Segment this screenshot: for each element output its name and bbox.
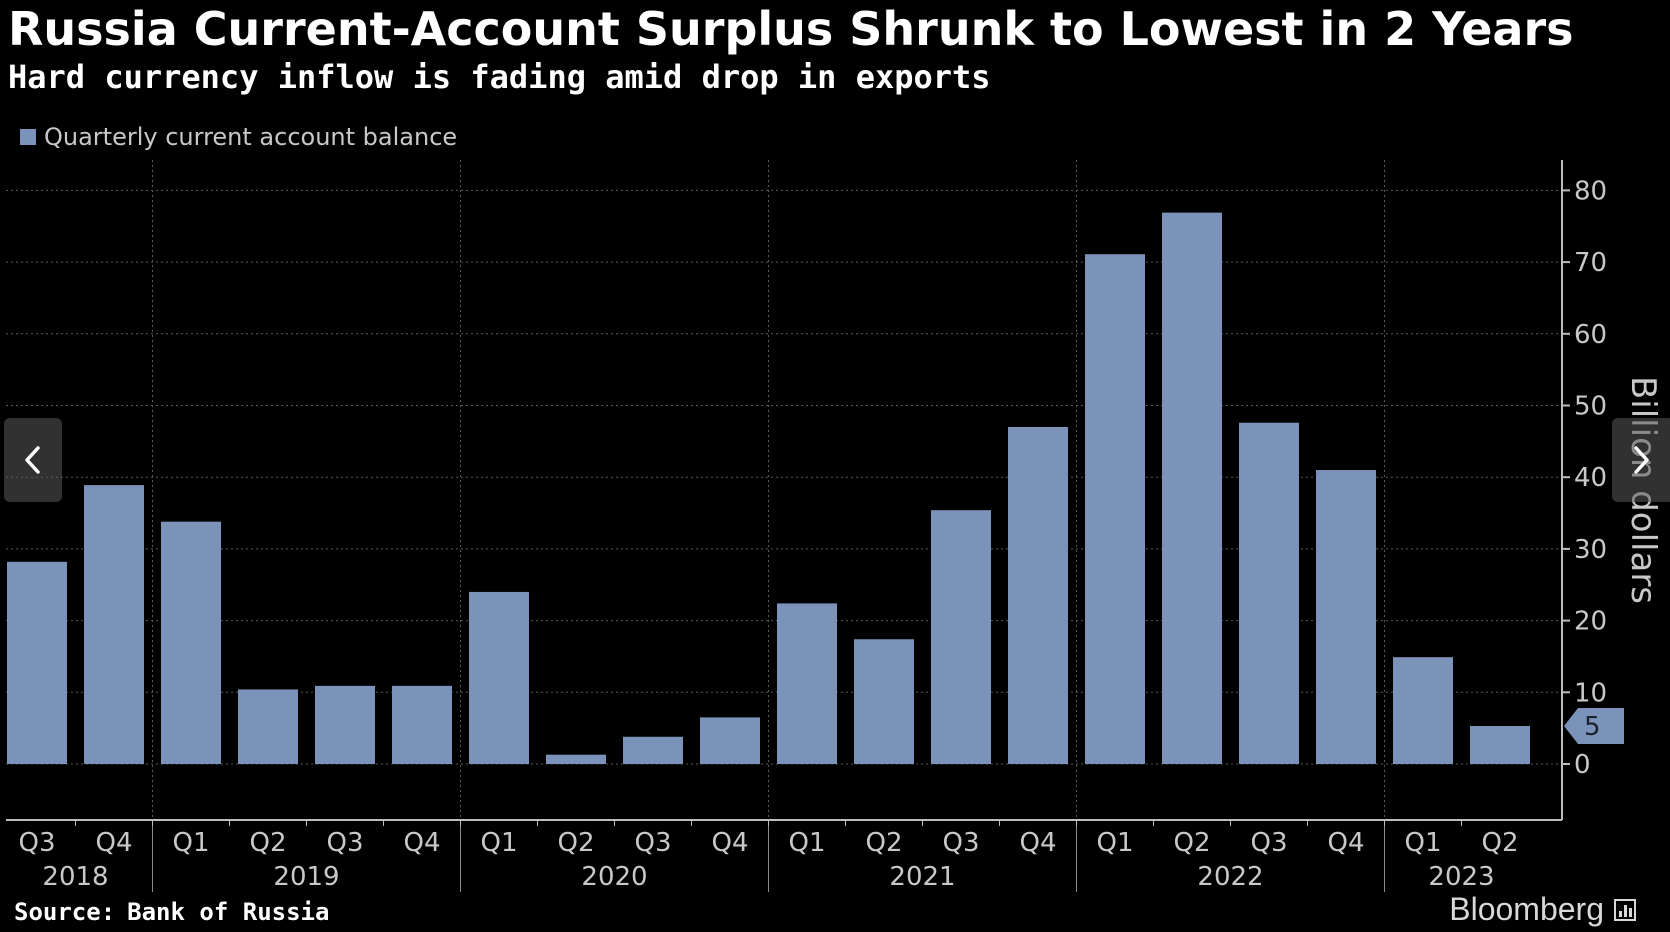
last-value-label: 5 bbox=[1584, 712, 1601, 742]
chart-title: Russia Current-Account Surplus Shrunk to… bbox=[8, 2, 1574, 56]
x-tick-label: Q1 bbox=[480, 828, 517, 858]
x-tick-label: Q2 bbox=[865, 828, 902, 858]
y-tick-label: 0 bbox=[1574, 750, 1591, 780]
bar bbox=[1162, 212, 1222, 764]
y-tick-label: 80 bbox=[1574, 176, 1607, 206]
x-tick-label: Q3 bbox=[18, 828, 55, 858]
x-tick-label: Q2 bbox=[249, 828, 286, 858]
bar bbox=[1393, 657, 1453, 764]
bar bbox=[315, 685, 375, 764]
brand-name: Bloomberg bbox=[1449, 891, 1604, 927]
year-label: 2023 bbox=[1428, 862, 1494, 892]
y-tick-label: 10 bbox=[1574, 678, 1607, 708]
chevron-right-icon bbox=[1634, 446, 1649, 474]
x-tick-label: Q2 bbox=[557, 828, 594, 858]
legend: Quarterly current account balance bbox=[20, 123, 457, 151]
x-tick-label: Q4 bbox=[403, 828, 440, 858]
bar bbox=[1239, 422, 1299, 764]
y-tick-label: 70 bbox=[1574, 248, 1607, 278]
year-label: 2019 bbox=[273, 862, 339, 892]
chart-subtitle: Hard currency inflow is fading amid drop… bbox=[8, 58, 991, 96]
bar bbox=[7, 561, 67, 764]
y-tick-label: 40 bbox=[1574, 463, 1607, 493]
bar bbox=[854, 639, 914, 764]
x-tick-label: Q4 bbox=[711, 828, 748, 858]
bar bbox=[1085, 254, 1145, 764]
next-slide-button[interactable] bbox=[1612, 418, 1670, 502]
legend-label: Quarterly current account balance bbox=[44, 123, 458, 151]
bar bbox=[623, 736, 683, 764]
y-tick-label: 30 bbox=[1574, 535, 1607, 565]
bar bbox=[469, 591, 529, 764]
bloomberg-chart-icon bbox=[1614, 898, 1636, 921]
legend-swatch bbox=[20, 129, 36, 145]
source-note: Source: Bank of Russia bbox=[14, 898, 329, 926]
last-value-marker bbox=[1564, 707, 1624, 744]
bar bbox=[700, 717, 760, 764]
x-tick-label: Q4 bbox=[95, 828, 132, 858]
x-tick-label: Q3 bbox=[634, 828, 671, 858]
bar bbox=[84, 485, 144, 764]
source-label: Source: bbox=[14, 898, 116, 926]
bar bbox=[1470, 725, 1530, 764]
source-name: Bank of Russia bbox=[127, 898, 330, 926]
bar bbox=[238, 689, 298, 764]
x-tick-label: Q1 bbox=[1096, 828, 1133, 858]
year-label: 2020 bbox=[581, 862, 647, 892]
y-tick-label: 60 bbox=[1574, 320, 1607, 350]
year-label: 2022 bbox=[1197, 862, 1263, 892]
bar bbox=[931, 510, 991, 764]
x-tick-label: Q3 bbox=[1250, 828, 1287, 858]
bloomberg-logo: Bloomberg bbox=[1449, 891, 1636, 928]
x-tick-label: Q1 bbox=[172, 828, 209, 858]
bar bbox=[1316, 470, 1376, 764]
x-tick-label: Q3 bbox=[942, 828, 979, 858]
bar bbox=[1008, 427, 1068, 764]
chevron-left-icon bbox=[25, 446, 40, 474]
year-label: 2018 bbox=[42, 862, 108, 892]
year-label: 2021 bbox=[889, 862, 955, 892]
x-tick-label: Q3 bbox=[326, 828, 363, 858]
y-tick-label: 50 bbox=[1574, 392, 1607, 422]
x-tick-label: Q1 bbox=[788, 828, 825, 858]
bar bbox=[777, 603, 837, 764]
x-tick-label: Q2 bbox=[1481, 828, 1518, 858]
x-tick-label: Q4 bbox=[1019, 828, 1056, 858]
x-tick-label: Q2 bbox=[1173, 828, 1210, 858]
prev-slide-button[interactable] bbox=[4, 418, 62, 502]
x-tick-label: Q1 bbox=[1404, 828, 1441, 858]
x-tick-label: Q4 bbox=[1327, 828, 1364, 858]
bar bbox=[161, 521, 221, 764]
y-tick-label: 20 bbox=[1574, 607, 1607, 637]
bar bbox=[392, 685, 452, 764]
bar bbox=[546, 754, 606, 764]
